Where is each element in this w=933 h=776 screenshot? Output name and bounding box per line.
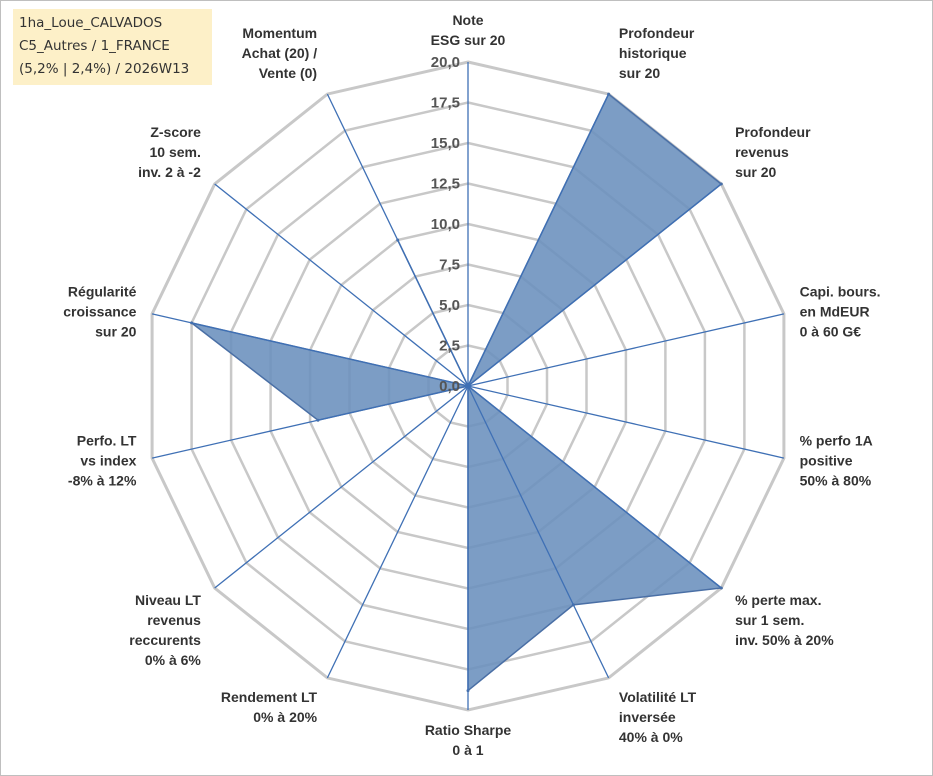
- tick-label: 5,0: [439, 297, 460, 314]
- axis-spoke: [151, 385, 469, 459]
- category-label-line: ESG sur 20: [431, 32, 506, 48]
- info-box: 1ha_Loue_CALVADOS C5_Autres / 1_FRANCE (…: [13, 9, 212, 85]
- category-label: Rendement LT 0% à 20%: [221, 689, 318, 725]
- category-label-line: sur 20: [95, 324, 136, 340]
- category-label-line: Z-score: [150, 124, 201, 140]
- category-label-line: positive: [800, 452, 853, 468]
- category-label-line: revenus: [147, 612, 201, 628]
- axis-spoke: [467, 183, 722, 387]
- category-label-line: 50% à 80%: [800, 472, 872, 488]
- category-label: Perfo. LT vs index -8% à 12%: [68, 432, 137, 488]
- category-label-line: Ratio Sharpe: [425, 722, 512, 738]
- category-label-line: 0% à 6%: [145, 652, 202, 668]
- axis-spoke: [326, 93, 469, 387]
- label-layer: Note ESG sur 20 Profondeur historique sur 20…: [63, 12, 880, 758]
- tick-label: 20,0: [431, 54, 460, 71]
- category-label-line: inversée: [619, 709, 676, 725]
- category-label: Niveau LT revenus reccurents 0% à 6%: [129, 592, 201, 668]
- category-label-line: inv. 50% à 20%: [735, 632, 834, 648]
- category-label-line: Note: [452, 12, 483, 28]
- category-label: Z-score 10 sem. inv. 2 à -2: [138, 124, 201, 180]
- info-line-1: 1ha_Loue_CALVADOS: [19, 15, 163, 31]
- category-label: Note ESG sur 20: [431, 12, 506, 48]
- tick-label: 17,5: [431, 95, 460, 112]
- category-label-line: historique: [619, 45, 687, 61]
- category-label-line: 0 à 60 G€: [800, 324, 862, 340]
- category-label: Capi. bours. en MdEUR 0 à 60 G€: [800, 284, 881, 340]
- category-label-line: reccurents: [129, 632, 201, 648]
- category-label-line: Capi. bours.: [800, 284, 881, 300]
- category-label-line: Volatilité LT: [619, 689, 697, 705]
- category-label: Volatilité LT inversée 40% à 0%: [619, 689, 697, 745]
- category-label-line: sur 20: [619, 65, 660, 81]
- axis-spoke: [467, 93, 610, 387]
- tick-label: 10,0: [431, 216, 460, 233]
- tick-label: 15,0: [431, 135, 460, 152]
- category-label-line: -8% à 12%: [68, 472, 137, 488]
- info-line-3: (5,2% | 2,4%) / 2026W13: [19, 61, 190, 77]
- axis-spoke: [214, 385, 469, 589]
- category-label-line: Profondeur: [735, 124, 811, 140]
- category-label-line: croissance: [63, 304, 136, 320]
- category-label-line: Momentum: [242, 25, 317, 41]
- tick-label: 12,5: [431, 176, 460, 193]
- category-label-line: 0% à 20%: [253, 709, 317, 725]
- axis-spoke: [326, 385, 469, 679]
- category-label-line: Profondeur: [619, 25, 695, 41]
- category-label-line: vs index: [80, 452, 136, 468]
- category-label-line: Achat (20) /: [242, 45, 318, 61]
- category-label-line: Vente (0): [259, 65, 317, 81]
- axis-spoke: [467, 385, 785, 459]
- category-label-line: 40% à 0%: [619, 729, 683, 745]
- axis-spoke: [214, 183, 469, 387]
- tick-label: 7,5: [439, 257, 460, 274]
- category-label-line: Rendement LT: [221, 689, 318, 705]
- axis-spoke: [467, 385, 722, 589]
- category-label-line: % perfo 1A: [800, 432, 873, 448]
- tick-label: 2,5: [439, 338, 460, 355]
- info-line-2: C5_Autres / 1_FRANCE: [19, 38, 170, 54]
- category-label-line: sur 20: [735, 164, 776, 180]
- spoke-layer: [151, 62, 785, 710]
- category-label: % perte max. sur 1 sem. inv. 50% à 20%: [735, 592, 834, 648]
- category-label-line: Perfo. LT: [77, 432, 137, 448]
- category-label-line: revenus: [735, 144, 789, 160]
- axis-spoke: [467, 385, 610, 679]
- category-label: Profondeur historique sur 20: [619, 25, 695, 81]
- category-label: Ratio Sharpe 0 à 1: [425, 722, 512, 758]
- category-label-line: 10 sem.: [150, 144, 201, 160]
- category-label-line: Niveau LT: [135, 592, 201, 608]
- category-label-line: en MdEUR: [800, 304, 870, 320]
- category-label: % perfo 1A positive 50% à 80%: [800, 432, 873, 488]
- axis-spoke: [151, 313, 469, 387]
- axis-spoke: [467, 313, 785, 387]
- category-label-line: inv. 2 à -2: [138, 164, 201, 180]
- category-label: Profondeur revenus sur 20: [735, 124, 811, 180]
- category-label-line: 0 à 1: [452, 742, 483, 758]
- category-label: Momentum Achat (20) / Vente (0): [242, 25, 318, 81]
- category-label-line: % perte max.: [735, 592, 821, 608]
- tick-label: 0,0: [439, 378, 460, 395]
- category-label-line: sur 1 sem.: [735, 612, 804, 628]
- category-label-line: Régularité: [68, 284, 137, 300]
- category-label: Régularité croissance sur 20: [63, 284, 136, 340]
- tick-layer: 0,0 2,5 5,0 7,5 10,0 12,5 15,0 17,5 20,0: [431, 54, 460, 395]
